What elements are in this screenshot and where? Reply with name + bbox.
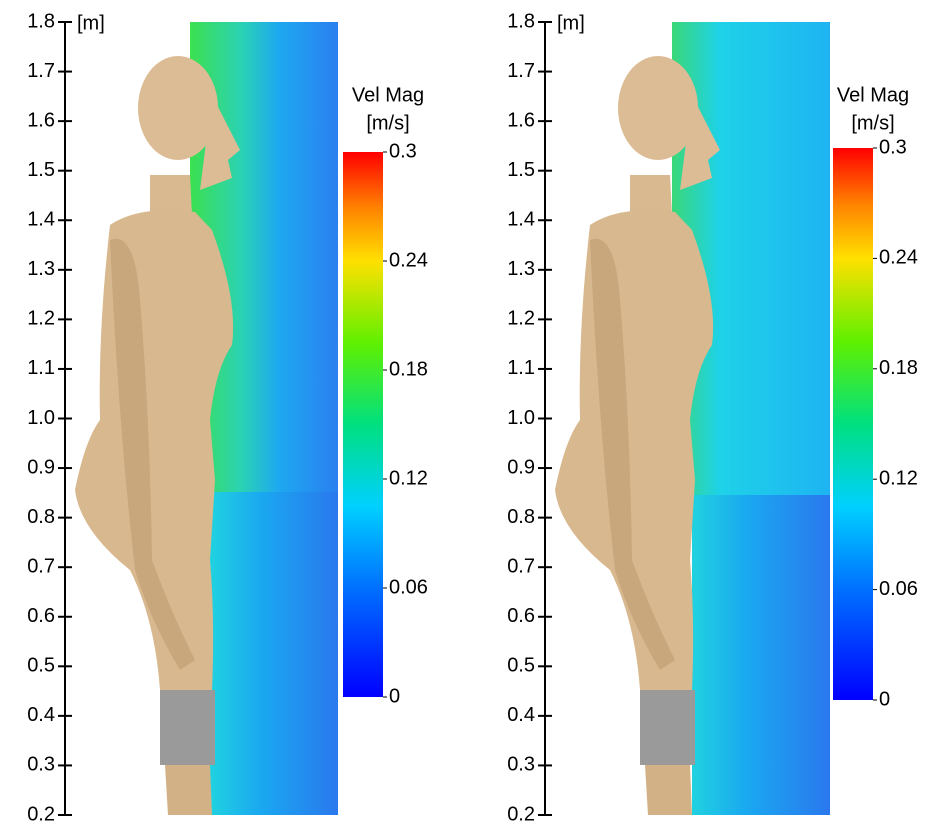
y-axis-label: [m] xyxy=(77,12,105,34)
y-tick-label: 1.8 xyxy=(507,10,535,32)
left-panel xyxy=(75,22,383,815)
y-axis-label: [m] xyxy=(557,12,585,34)
colorbar-tick-label: 0.12 xyxy=(879,467,918,489)
y-tick-label: 0.8 xyxy=(507,506,535,528)
y-tick-label: 1.0 xyxy=(507,407,535,429)
colorbar-tick-label: 0 xyxy=(389,685,400,707)
y-tick-label: 1.2 xyxy=(27,308,55,330)
y-tick-label: 1.0 xyxy=(27,407,55,429)
colorbar-tick-label: 0.06 xyxy=(389,576,428,598)
y-tick-label: 0.2 xyxy=(27,803,55,825)
y-tick-label: 0.4 xyxy=(27,704,55,726)
y-tick-label: 1.7 xyxy=(27,60,55,82)
y-tick-label: 0.4 xyxy=(507,704,535,726)
y-tick-label: 1.1 xyxy=(27,357,55,379)
y-tick-label: 0.9 xyxy=(507,456,535,478)
colorbar-tick-label: 0.3 xyxy=(879,136,907,158)
y-tick-label: 0.7 xyxy=(507,555,535,577)
y-tick-label: 0.5 xyxy=(507,655,535,677)
y-tick-label: 0.8 xyxy=(27,506,55,528)
y-tick-label: 0.6 xyxy=(507,605,535,627)
colorbar-tick-label: 0.24 xyxy=(879,247,918,269)
y-tick-label: 0.9 xyxy=(27,456,55,478)
colorbar-title: Vel Mag xyxy=(352,84,424,106)
y-tick-label: 0.2 xyxy=(507,803,535,825)
y-tick-label: 0.6 xyxy=(27,605,55,627)
y-tick-label: 1.6 xyxy=(507,109,535,131)
colorbar-tick-label: 0.12 xyxy=(389,467,428,489)
y-tick-label: 1.2 xyxy=(507,308,535,330)
y-tick-label: 1.4 xyxy=(507,209,535,231)
colorbar xyxy=(343,152,383,697)
y-tick-label: 1.5 xyxy=(507,159,535,181)
y-tick-label: 1.5 xyxy=(27,159,55,181)
y-tick-label: 0.5 xyxy=(27,655,55,677)
right-panel xyxy=(555,22,873,815)
y-tick-label: 0.3 xyxy=(507,754,535,776)
colorbar-tick-label: 0.06 xyxy=(879,578,918,600)
y-tick-label: 0.7 xyxy=(27,555,55,577)
colorbar-title: [m/s] xyxy=(851,112,894,134)
y-tick-label: 1.4 xyxy=(27,209,55,231)
y-tick-label: 1.3 xyxy=(27,258,55,280)
colorbar-title: [m/s] xyxy=(366,112,409,134)
colorbar-tick-label: 0.3 xyxy=(389,140,417,162)
colorbar-tick-label: 0.24 xyxy=(389,249,428,271)
velocity-field xyxy=(692,495,830,815)
colorbar-tick-label: 0 xyxy=(879,688,890,710)
colorbar-title: Vel Mag xyxy=(837,84,909,106)
colorbar xyxy=(833,148,873,700)
colorbar-tick-label: 0.18 xyxy=(879,357,918,379)
y-tick-label: 1.3 xyxy=(507,258,535,280)
colorbar-tick-label: 0.18 xyxy=(389,358,428,380)
y-tick-label: 1.8 xyxy=(27,10,55,32)
y-tick-label: 1.6 xyxy=(27,109,55,131)
y-tick-label: 1.1 xyxy=(507,357,535,379)
y-tick-label: 1.7 xyxy=(507,60,535,82)
velocity-field xyxy=(210,492,338,815)
y-tick-label: 0.3 xyxy=(27,754,55,776)
